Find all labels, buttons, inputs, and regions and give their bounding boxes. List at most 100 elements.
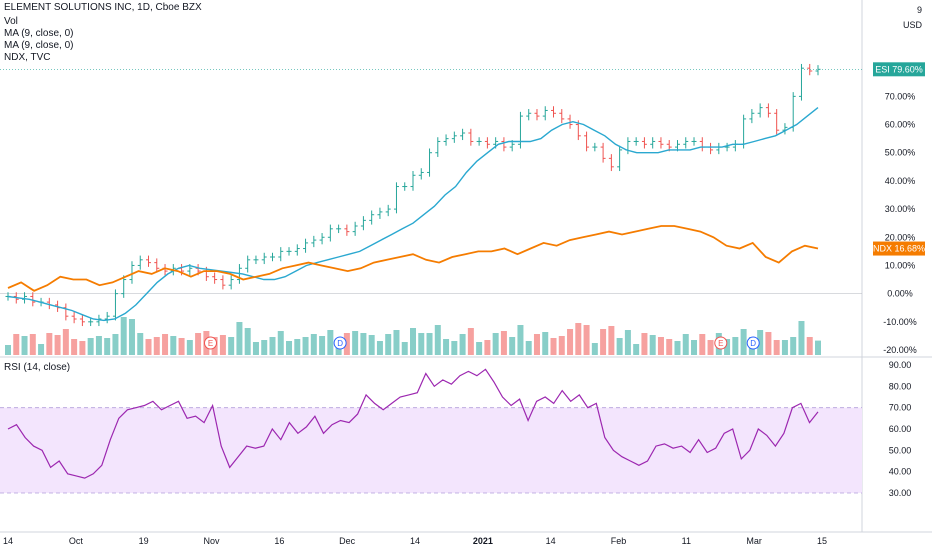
volume-bar xyxy=(302,337,309,355)
volume-bar xyxy=(5,345,11,355)
volume-bar xyxy=(790,337,797,355)
volume-bar xyxy=(773,340,780,355)
volume-bar xyxy=(385,334,392,355)
volume-bar xyxy=(401,342,408,355)
volume-bar xyxy=(624,330,631,355)
rsi-y-tick-label: 30.00 xyxy=(889,488,912,498)
x-tick-label: Nov xyxy=(203,536,220,546)
volume-bar xyxy=(38,344,45,355)
x-tick-label: 19 xyxy=(139,536,149,546)
volume-bar xyxy=(269,337,276,355)
legend-ma2: MA (9, close, 0) xyxy=(4,40,74,51)
y-tick-label: 50.00% xyxy=(885,148,916,158)
currency-label: USD xyxy=(902,20,922,30)
x-tick-label: 14 xyxy=(410,536,420,546)
volume-bar xyxy=(509,337,516,355)
y-tick-label: 0.00% xyxy=(887,289,913,299)
x-tick-label: 11 xyxy=(682,536,691,546)
volume-bar xyxy=(575,323,582,355)
volume-bar xyxy=(542,332,549,355)
event-marker-label: E xyxy=(208,339,213,348)
rsi-y-tick-label: 60.00 xyxy=(889,424,912,434)
volume-bar xyxy=(682,334,689,355)
event-marker-label: E xyxy=(718,339,723,348)
x-tick-label: 2021 xyxy=(473,536,493,546)
legend-ma1: MA (9, close, 0) xyxy=(4,28,74,39)
volume-bar xyxy=(46,333,53,355)
y-tick-label: 10.00% xyxy=(885,260,916,270)
volume-bar xyxy=(434,325,441,355)
volume-bar xyxy=(277,331,284,355)
volume-bar xyxy=(608,326,615,355)
volume-bar xyxy=(583,325,590,355)
volume-bar xyxy=(145,339,152,355)
volume-bar xyxy=(666,339,673,355)
top-tick-label: 9 xyxy=(916,5,922,15)
volume-bar xyxy=(244,328,251,355)
volume-bar xyxy=(219,335,226,355)
volume-bar xyxy=(674,341,681,355)
y-tick-label: 20.00% xyxy=(885,232,916,242)
volume-bar xyxy=(451,341,458,355)
y-tick-label: -20.00% xyxy=(883,345,917,355)
chart-title: ELEMENT SOLUTIONS INC, 1D, Cboe BZX xyxy=(4,2,202,13)
volume-bar xyxy=(418,333,425,355)
volume-bar xyxy=(95,336,102,355)
x-tick-label: Feb xyxy=(611,536,627,546)
y-tick-label: 30.00% xyxy=(885,204,916,214)
volume-bar xyxy=(327,330,334,355)
volume-bar xyxy=(71,339,78,355)
event-marker xyxy=(204,336,217,350)
volume-bar xyxy=(104,338,111,355)
volume-bar xyxy=(120,317,127,355)
volume-bar xyxy=(294,339,301,355)
volume-bar xyxy=(707,340,714,355)
event-marker xyxy=(746,336,760,350)
esi-value-label: ESI 79.60% xyxy=(875,64,923,74)
volume-bar xyxy=(335,344,342,355)
volume-bar xyxy=(525,341,532,355)
y-tick-label: 40.00% xyxy=(885,176,916,186)
volume-bar xyxy=(79,341,86,355)
volume-bar xyxy=(467,328,474,355)
volume-bar xyxy=(732,337,739,355)
volume-bar xyxy=(62,329,69,355)
volume-bar xyxy=(186,340,193,355)
volume-bar xyxy=(21,336,28,355)
volume-bar xyxy=(128,319,135,355)
volume-bar xyxy=(550,338,557,355)
rsi-y-tick-label: 40.00 xyxy=(889,467,912,477)
volume-bar xyxy=(765,332,772,355)
rsi-y-tick-label: 90.00 xyxy=(889,360,912,370)
volume-bar xyxy=(757,330,764,355)
rsi-band xyxy=(0,407,862,493)
ndx-line xyxy=(7,225,819,292)
rsi-y-tick-label: 50.00 xyxy=(889,445,912,455)
rsi-y-tick-label: 80.00 xyxy=(889,381,912,391)
volume-bar xyxy=(691,340,698,355)
rsi-legend: RSI (14, close) xyxy=(4,362,71,373)
volume-bar xyxy=(798,321,805,355)
volume-bar xyxy=(376,341,383,355)
event-marker-label: D xyxy=(337,339,343,348)
x-tick-label: 14 xyxy=(546,536,556,546)
legend-ndx: NDX, TVC xyxy=(4,52,51,63)
volume-bar xyxy=(236,322,243,355)
volume-bar xyxy=(533,334,540,355)
volume-bar xyxy=(286,341,293,355)
x-tick-label: 15 xyxy=(817,536,827,546)
volume-bar xyxy=(740,329,747,355)
legend-vol: Vol xyxy=(4,16,18,27)
volume-bar xyxy=(600,329,607,355)
ndx-value-label: NDX 16.68% xyxy=(873,244,925,254)
y-tick-label: 60.00% xyxy=(885,120,916,130)
volume-bar xyxy=(137,333,144,355)
volume-bar xyxy=(54,335,61,355)
x-tick-label: Dec xyxy=(339,536,356,546)
volume-bar xyxy=(591,343,598,355)
event-marker xyxy=(714,336,728,350)
volume-bar xyxy=(558,336,565,355)
volume-bar xyxy=(633,344,640,355)
